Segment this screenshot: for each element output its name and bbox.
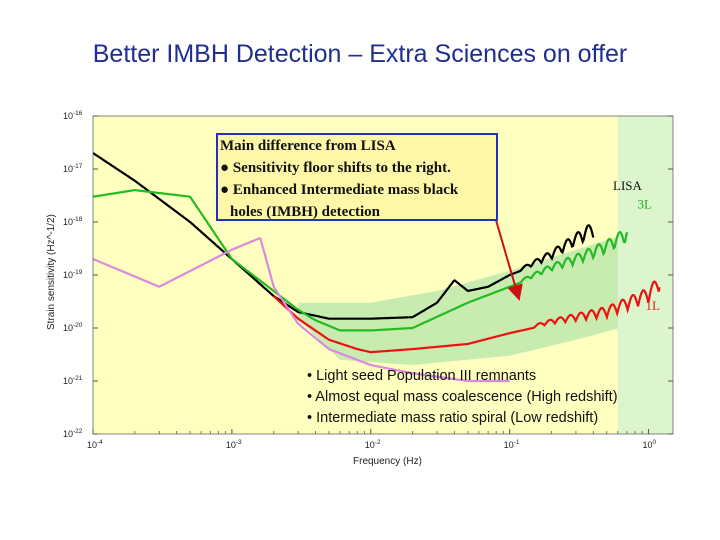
- callout-box: Main difference from LISA ● Sensitivity …: [216, 133, 498, 221]
- callout-bullet-3: holes (IMBH) detection: [230, 204, 380, 220]
- x-tick-label: 10-3: [226, 439, 242, 450]
- y-tick-label: 10-20: [63, 322, 83, 333]
- science-item-1: • Light seed Population III remnants: [307, 368, 537, 384]
- slide-title: Better IMBH Detection – Extra Sciences o…: [92, 40, 628, 68]
- science-item-3: • Intermediate mass ratio spiral (Low re…: [307, 410, 599, 426]
- x-tick-label: 10-1: [504, 439, 520, 450]
- axes-layer: 10-4 10-3 10-2 10-1 100 10-16 10-17 10-18 10-19 1…: [46, 110, 674, 467]
- y-tick-label: 10-19: [63, 269, 83, 280]
- x-tick-label: 10-4: [87, 439, 103, 450]
- y-tick-label: 10-21: [63, 375, 83, 386]
- callout-bullet-1: ● Sensitivity floor shifts to the right.: [220, 160, 451, 176]
- y-axis-title: Strain sensitivity (Hz^-1/2): [46, 214, 57, 330]
- y-tick-label: 10-17: [63, 163, 83, 174]
- science-item-2: • Almost equal mass coalescence (High re…: [307, 389, 618, 405]
- y-tick-label: 10-18: [63, 216, 83, 227]
- curve-label-1l: 1L: [646, 298, 661, 313]
- series-layer: [93, 152, 661, 383]
- y-tick-label: 10-16: [63, 110, 83, 121]
- x-tick-label: 10-2: [365, 439, 381, 450]
- callout-heading: Main difference from LISA: [220, 138, 396, 154]
- series-3l-line: [93, 188, 629, 332]
- x-axis-title: Frequency (Hz): [353, 456, 422, 467]
- x-tick-label: 100: [643, 439, 657, 450]
- curve-label-3l: 3L: [637, 196, 652, 211]
- science-list: • Light seed Population III remnants • A…: [307, 366, 618, 429]
- y-tick-label: 10-22: [63, 428, 83, 439]
- labels-layer: LISA 3L 1L: [613, 178, 660, 313]
- series-lisa-line: [93, 152, 595, 320]
- callout-bullet-2: ● Enhanced Intermediate mass black: [220, 182, 459, 198]
- series-3-line: [93, 236, 510, 383]
- region-green-right: [617, 116, 673, 434]
- curve-label-lisa: LISA: [613, 178, 643, 193]
- series-1l-line: [272, 280, 661, 354]
